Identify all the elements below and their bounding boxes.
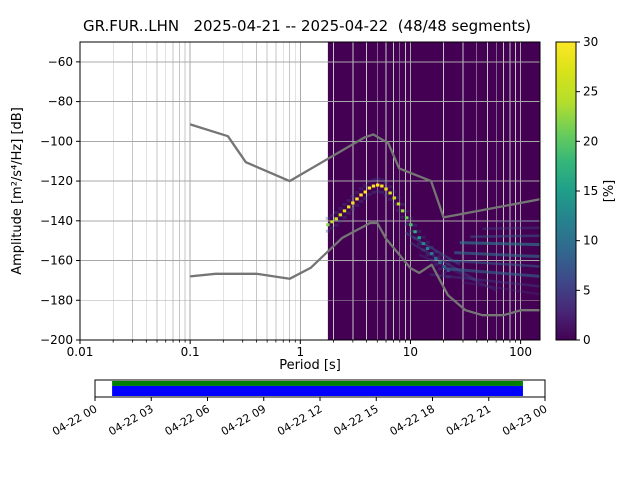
colorbar: 0 5 10 15 20 25 30 <box>555 35 598 347</box>
svg-text:25: 25 <box>583 85 598 99</box>
x-axis-label: Period [s] <box>279 358 341 373</box>
svg-text:04-22 00: 04-22 00 <box>50 402 99 438</box>
svg-text:−120: −120 <box>40 174 73 188</box>
svg-text:−140: −140 <box>40 214 73 228</box>
svg-text:04-22 06: 04-22 06 <box>163 402 212 438</box>
svg-text:04-22 18: 04-22 18 <box>388 402 437 438</box>
y-axis-ticks: −60 −80 −100 −120 −140 −160 −180 −200 <box>40 55 80 347</box>
timeline-ticks <box>94 397 546 401</box>
svg-text:0.1: 0.1 <box>181 345 200 359</box>
svg-text:04-22 09: 04-22 09 <box>219 402 268 438</box>
svg-text:0.01: 0.01 <box>67 345 94 359</box>
svg-text:5: 5 <box>583 283 591 297</box>
svg-text:04-22 15: 04-22 15 <box>331 402 380 438</box>
svg-text:04-22 12: 04-22 12 <box>275 402 324 438</box>
histogram-mode-curve <box>325 177 451 279</box>
svg-text:10: 10 <box>403 345 418 359</box>
histogram-bands <box>404 219 541 296</box>
svg-text:100: 100 <box>509 345 532 359</box>
svg-text:04-22 03: 04-22 03 <box>106 402 155 438</box>
x-axis-ticks: 0.01 0.1 1 10 100 <box>67 340 532 359</box>
svg-text:15: 15 <box>583 184 598 198</box>
svg-text:04-22 21: 04-22 21 <box>444 402 493 438</box>
noise-model-lines <box>189 123 541 317</box>
colorbar-ticks: 0 5 10 15 20 25 30 <box>576 35 598 347</box>
svg-text:30: 30 <box>583 35 598 49</box>
y-axis-label: Amplitude [m²/s⁴/Hz] [dB] <box>10 107 25 275</box>
plot-title: GR.FUR..LHN 2025-04-21 -- 2025-04-22 (48… <box>83 17 531 35</box>
svg-text:1: 1 <box>296 345 304 359</box>
timeline-labels: 04-22 00 04-22 03 04-22 06 04-22 09 04-22 12… <box>50 402 549 438</box>
svg-text:10: 10 <box>583 234 598 248</box>
svg-text:−100: −100 <box>40 134 73 148</box>
svg-text:−160: −160 <box>40 254 73 268</box>
svg-text:−60: −60 <box>48 55 73 69</box>
svg-text:−200: −200 <box>40 333 73 347</box>
svg-text:20: 20 <box>583 134 598 148</box>
svg-text:04-23 00: 04-23 00 <box>500 402 549 438</box>
colorbar-label: [%] <box>602 180 617 203</box>
svg-text:−180: −180 <box>40 293 73 307</box>
plot-axes: 0.01 0.1 1 10 100−60−80−100−120−140−160−180−… <box>40 41 541 359</box>
svg-text:0: 0 <box>583 333 591 347</box>
svg-text:−80: −80 <box>48 95 73 109</box>
timeline-bar <box>94 379 546 398</box>
